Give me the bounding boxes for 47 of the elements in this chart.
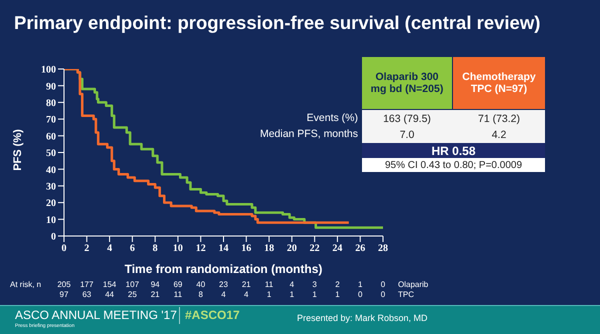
y-tick-label: 10 [46, 214, 56, 226]
text: Presented by: Mark Robson, MD [297, 313, 428, 323]
text: 7.0 [398, 128, 416, 142]
y-tick-label: 80 [46, 98, 56, 109]
text: 71 (73.2) [476, 112, 522, 126]
y-tick-label: 70 [46, 114, 56, 126]
chart-title: Primary endpoint: progression-free survival (central review) [14, 12, 540, 34]
y-tick-label: 90 [46, 81, 56, 92]
text: TPC [398, 290, 414, 299]
x-tick-label: 2 [84, 243, 90, 254]
text: At risk, n [10, 280, 42, 289]
x-tick-label: 26 [355, 243, 366, 254]
text: Olaparib [398, 280, 428, 289]
x-axis-title: Time from randomization (months) [124, 262, 322, 276]
y-axis-title: PFS (%) [12, 129, 24, 171]
text: ASCO ANNUAL MEETING '17 [15, 308, 177, 322]
text: 205 177 154 107 94 69 40 23 21 11 4 3 2 1 0 [57, 280, 386, 289]
y-tick-label: 40 [46, 164, 56, 176]
x-tick-label: 20 [286, 243, 297, 254]
y-tick-label: 20 [46, 198, 56, 210]
table-footer-cell: 95% CI 0.43 to 0.80; P=0.0009 [362, 158, 545, 172]
y-tick-label: 30 [46, 181, 56, 192]
x-tick-label: 10 [172, 243, 183, 254]
annotation: Median PFS, months [258, 128, 358, 140]
text: 97 63 44 25 21 11 8 4 4 1 1 1 1 0 0 [60, 290, 386, 299]
table-header-cell: Chemotherapy TPC (N=97) [453, 57, 545, 109]
text: 163 (79.5) [382, 112, 432, 126]
x-tick-label: 18 [264, 243, 274, 254]
x-tick-label: 8 [152, 243, 158, 254]
table-title-cell: HR 0.58 [362, 143, 545, 158]
y-tick-label: 50 [46, 148, 56, 160]
x-tick-label: 0 [62, 243, 66, 254]
text: #ASCO17 [185, 308, 240, 322]
text: 4.2 [490, 128, 508, 142]
y-tick-label: 0 [51, 232, 56, 243]
x-tick-label: 28 [378, 243, 388, 254]
x-tick-label: 12 [196, 243, 206, 254]
x-tick-label: 24 [332, 243, 342, 254]
table-header-cell: Olaparib 300 mg bd (N=205) [362, 57, 452, 109]
x-tick-label: 16 [241, 243, 252, 254]
y-tick-label: 60 [46, 131, 56, 142]
y-tick-label: 100 [41, 64, 56, 76]
x-tick-label: 6 [130, 243, 135, 254]
x-tick-label: 22 [310, 243, 320, 254]
x-tick-label: 14 [218, 243, 228, 254]
x-tick-label: 4 [107, 243, 112, 254]
annotation: Events (%) [306, 112, 358, 124]
